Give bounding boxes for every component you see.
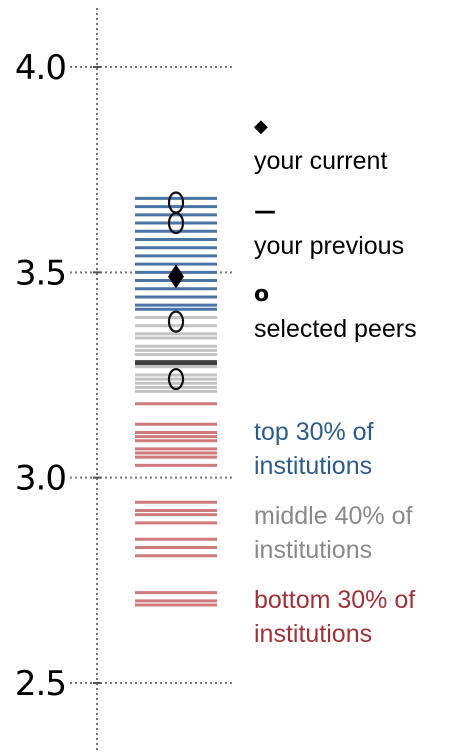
y-tick-label: 3.5 (15, 253, 66, 293)
dash-icon: — (254, 199, 276, 224)
legend-middle-tier: middle 40% of institutions (254, 499, 412, 567)
circle-icon: o (254, 282, 270, 307)
legend-bottom-line2: institutions (254, 620, 373, 648)
legend-previous: — your previous (254, 195, 404, 263)
your-current-mark (168, 264, 184, 289)
legend-peers-label: selected peers (254, 315, 417, 343)
legend-bottom-line1: bottom 30% of (254, 586, 416, 614)
legend-middle-line2: institutions (254, 536, 373, 564)
selected-peer-mark (167, 191, 185, 214)
markers (167, 191, 185, 391)
selected-peer-mark (167, 211, 185, 235)
legend-previous-label: your previous (254, 232, 405, 260)
institution-bars (135, 196, 217, 607)
selected-peer-mark (167, 310, 185, 333)
selected-peer-mark (167, 368, 185, 391)
legend-current-label: your current (254, 147, 388, 175)
y-tick-label: 3.0 (15, 459, 66, 499)
y-tick-label: 4.0 (15, 48, 66, 88)
legend-current: ◆ your current (254, 110, 387, 178)
y-tick-label: 2.5 (15, 664, 66, 704)
legend-top-line2: institutions (254, 452, 373, 480)
legend-peers: o selected peers (254, 278, 417, 346)
legend-top-tier: top 30% of institutions (254, 415, 374, 483)
legend-bottom-tier: bottom 30% of institutions (254, 583, 415, 651)
diamond-icon: ◆ (254, 116, 268, 137)
legend-top-line1: top 30% of (254, 418, 374, 446)
legend-middle-line1: middle 40% of (254, 502, 413, 530)
